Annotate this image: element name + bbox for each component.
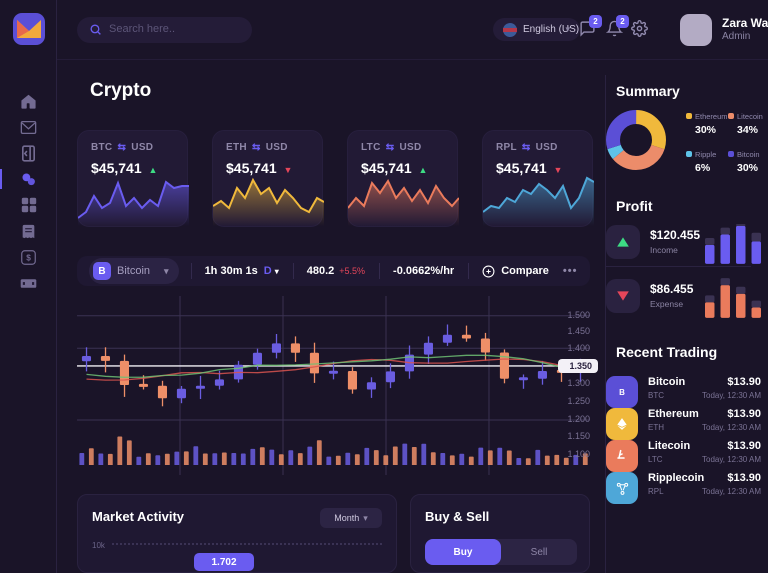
svg-text:$: $ [26, 253, 31, 262]
svg-text:B: B [619, 388, 625, 397]
